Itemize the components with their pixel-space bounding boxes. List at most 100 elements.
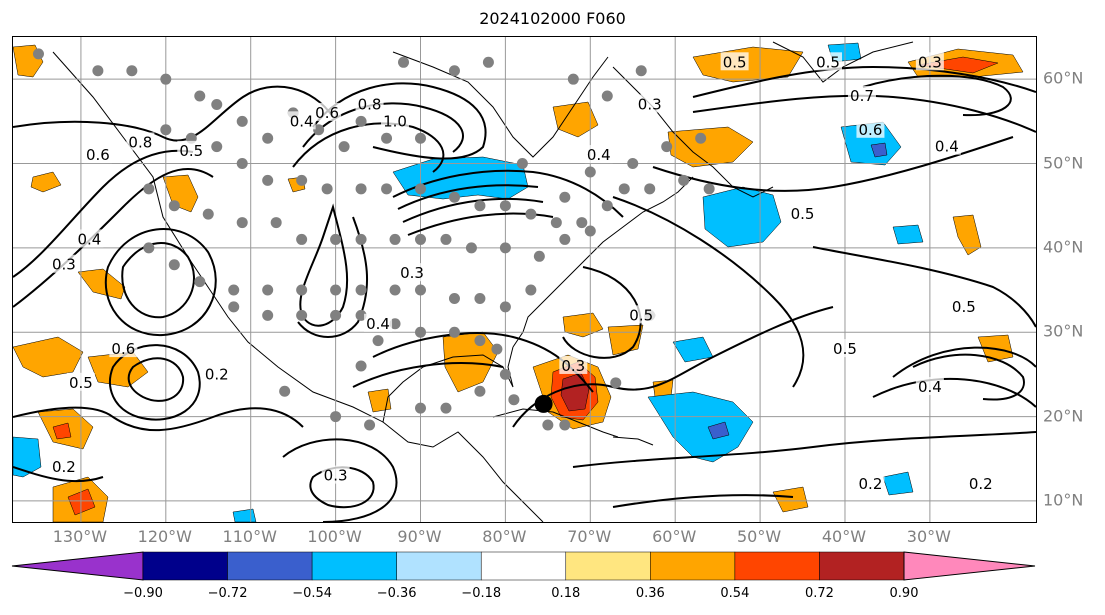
- shade-orange: [552, 101, 599, 138]
- observation-dot: [448, 65, 460, 77]
- longitude-label: 60°W: [652, 527, 697, 546]
- observation-dot: [559, 233, 571, 245]
- observation-dot: [398, 56, 410, 68]
- contour-value-label: 1.0: [383, 112, 407, 130]
- observation-dot: [499, 242, 511, 254]
- contour-label-bg: [398, 263, 427, 282]
- colorbar-tick-label: −0.18: [461, 586, 502, 601]
- observation-dot: [338, 141, 350, 153]
- observation-dot: [389, 318, 401, 330]
- contour-line: [612, 196, 805, 388]
- contour-value-label: 0.8: [128, 133, 152, 151]
- observation-dot: [202, 208, 214, 220]
- colorbar-tick-label: 0.72: [804, 586, 834, 601]
- observation-dot: [440, 233, 452, 245]
- observation-dot: [270, 217, 282, 229]
- coast-canada-east: [612, 66, 774, 198]
- contour-value-label: 0.3: [400, 264, 424, 282]
- observation-dot: [355, 284, 367, 296]
- observation-dot: [474, 335, 486, 347]
- storm-center-marker[interactable]: [534, 394, 553, 413]
- contour-label-bg: [949, 296, 978, 315]
- contour-line: [397, 184, 539, 210]
- contour-label-bg: [584, 145, 613, 164]
- contour-value-label: 0.5: [69, 374, 93, 392]
- observation-dot: [695, 132, 707, 144]
- observation-dot: [355, 183, 367, 195]
- observation-dot: [228, 284, 240, 296]
- contour-value-label: 0.4: [290, 112, 314, 130]
- observation-dot: [415, 326, 427, 338]
- observation-dot: [330, 284, 342, 296]
- coast-east: [512, 176, 694, 348]
- contour-label-bg: [966, 474, 995, 493]
- contour-line: [872, 377, 1036, 408]
- observation-dot: [474, 292, 486, 304]
- colorbar-extend-low: [11, 551, 144, 581]
- contour-value-label: 0.5: [723, 53, 747, 71]
- observation-dot: [415, 284, 427, 296]
- observation-dot: [389, 284, 401, 296]
- contour-value-label: 0.5: [952, 298, 976, 316]
- colorbar-segment: [734, 551, 820, 581]
- observation-dot: [296, 284, 308, 296]
- observation-dot: [330, 233, 342, 245]
- observation-dot: [584, 166, 596, 178]
- contour-label-bg: [856, 119, 885, 138]
- observation-dot: [576, 217, 588, 229]
- contour-label-bg: [313, 102, 342, 121]
- contour-label-bg: [932, 136, 961, 155]
- observation-dot: [508, 394, 520, 406]
- observation-dot: [499, 368, 511, 380]
- contour-value-label: 0.5: [791, 205, 815, 223]
- latitude-label: 30°N: [1043, 321, 1084, 341]
- longitude-label: 100°W: [307, 527, 362, 546]
- shade-orange: [562, 312, 604, 338]
- contour-value-label: 0.5: [833, 340, 857, 358]
- observation-dot: [32, 48, 44, 60]
- contour-label-bg: [109, 339, 138, 358]
- map-canvas[interactable]: 0.80.6 0.50.4 0.6 0.81.00.40.30.5 0.5 0.30.70…: [13, 37, 1036, 522]
- contour-line: [862, 74, 1012, 117]
- colorbar-segment: [650, 551, 736, 581]
- observation-dot: [474, 200, 486, 212]
- contour-value-label: 0.2: [859, 475, 883, 493]
- colorbar-tick-label: −0.90: [123, 586, 163, 601]
- colorbar-tick-label: 0.54: [720, 586, 750, 601]
- hispaniola: [612, 436, 654, 446]
- contour-value-label: 0.3: [324, 467, 348, 485]
- colorbar-segment: [480, 551, 567, 581]
- observation-dot: [211, 141, 223, 153]
- observation-dot: [644, 183, 656, 195]
- map-panel[interactable]: 0.8 0.6 0.5 0.4 0.6 0.8 1.0 0.4 0.3 0.5 0.5 0.3 0.7 0…: [12, 36, 1037, 523]
- observation-dot: [160, 73, 172, 85]
- latitude-label: 10°N: [1043, 490, 1084, 510]
- observation-dot: [330, 309, 342, 321]
- observation-dot: [168, 259, 180, 271]
- shade-orange: [13, 336, 84, 378]
- colorbar-segment: [311, 551, 397, 581]
- contour-value-label: 0.3: [638, 95, 662, 113]
- observation-dot: [372, 335, 384, 347]
- contour-label-bg: [915, 52, 944, 71]
- contour-value-label: 0.6: [859, 121, 883, 139]
- observation-dot: [584, 225, 596, 237]
- shade-orange: [367, 388, 392, 413]
- observation-dot: [262, 132, 274, 144]
- contour-line: [13, 167, 214, 308]
- contour-label-bg: [49, 254, 78, 273]
- latitude-label: 20°N: [1043, 406, 1084, 426]
- colorbar-extend-high: [903, 551, 1036, 581]
- observation-dot: [542, 419, 554, 431]
- contour-value-label: 0.4: [587, 146, 611, 164]
- contour-label-bg: [49, 457, 78, 476]
- contour-value-label: 0.6: [111, 340, 135, 358]
- contour-label-bg: [75, 229, 104, 248]
- shade-red: [52, 422, 72, 440]
- colorbar-tick-label: −0.72: [207, 586, 248, 601]
- contour-label-bg: [126, 132, 155, 151]
- shade-blue: [882, 471, 914, 496]
- shade-blue: [672, 336, 714, 363]
- shade-orange: [952, 214, 982, 256]
- observation-dot: [262, 309, 274, 321]
